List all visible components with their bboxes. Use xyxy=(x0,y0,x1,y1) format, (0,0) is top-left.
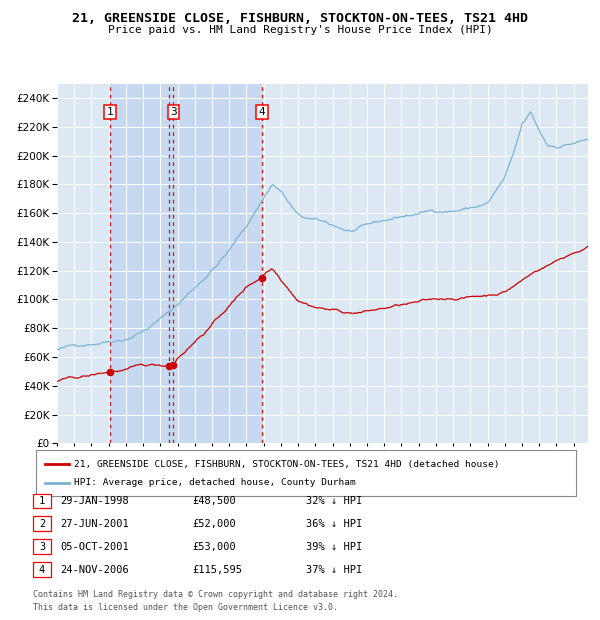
Text: 05-OCT-2001: 05-OCT-2001 xyxy=(60,542,129,552)
Text: 3: 3 xyxy=(170,107,177,117)
Bar xyxy=(110,84,262,443)
Text: £53,000: £53,000 xyxy=(192,542,236,552)
Text: 1: 1 xyxy=(107,107,113,117)
Text: 36% ↓ HPI: 36% ↓ HPI xyxy=(306,519,362,529)
Text: 4: 4 xyxy=(259,107,265,117)
Text: 24-NOV-2006: 24-NOV-2006 xyxy=(60,565,129,575)
Text: HPI: Average price, detached house, County Durham: HPI: Average price, detached house, Coun… xyxy=(74,479,356,487)
Text: £115,595: £115,595 xyxy=(192,565,242,575)
Text: 29-JAN-1998: 29-JAN-1998 xyxy=(60,496,129,506)
Text: 1: 1 xyxy=(39,496,45,506)
Text: Price paid vs. HM Land Registry's House Price Index (HPI): Price paid vs. HM Land Registry's House … xyxy=(107,25,493,35)
Text: 39% ↓ HPI: 39% ↓ HPI xyxy=(306,542,362,552)
Text: 2: 2 xyxy=(39,519,45,529)
Text: £52,000: £52,000 xyxy=(192,519,236,529)
Text: 4: 4 xyxy=(39,565,45,575)
Text: £48,500: £48,500 xyxy=(192,496,236,506)
Text: 21, GREENSIDE CLOSE, FISHBURN, STOCKTON-ON-TEES, TS21 4HD (detached house): 21, GREENSIDE CLOSE, FISHBURN, STOCKTON-… xyxy=(74,460,499,469)
Text: This data is licensed under the Open Government Licence v3.0.: This data is licensed under the Open Gov… xyxy=(33,603,338,612)
Text: 37% ↓ HPI: 37% ↓ HPI xyxy=(306,565,362,575)
Text: Contains HM Land Registry data © Crown copyright and database right 2024.: Contains HM Land Registry data © Crown c… xyxy=(33,590,398,600)
Text: 3: 3 xyxy=(39,542,45,552)
Text: 32% ↓ HPI: 32% ↓ HPI xyxy=(306,496,362,506)
Text: 21, GREENSIDE CLOSE, FISHBURN, STOCKTON-ON-TEES, TS21 4HD: 21, GREENSIDE CLOSE, FISHBURN, STOCKTON-… xyxy=(72,12,528,25)
Text: 27-JUN-2001: 27-JUN-2001 xyxy=(60,519,129,529)
